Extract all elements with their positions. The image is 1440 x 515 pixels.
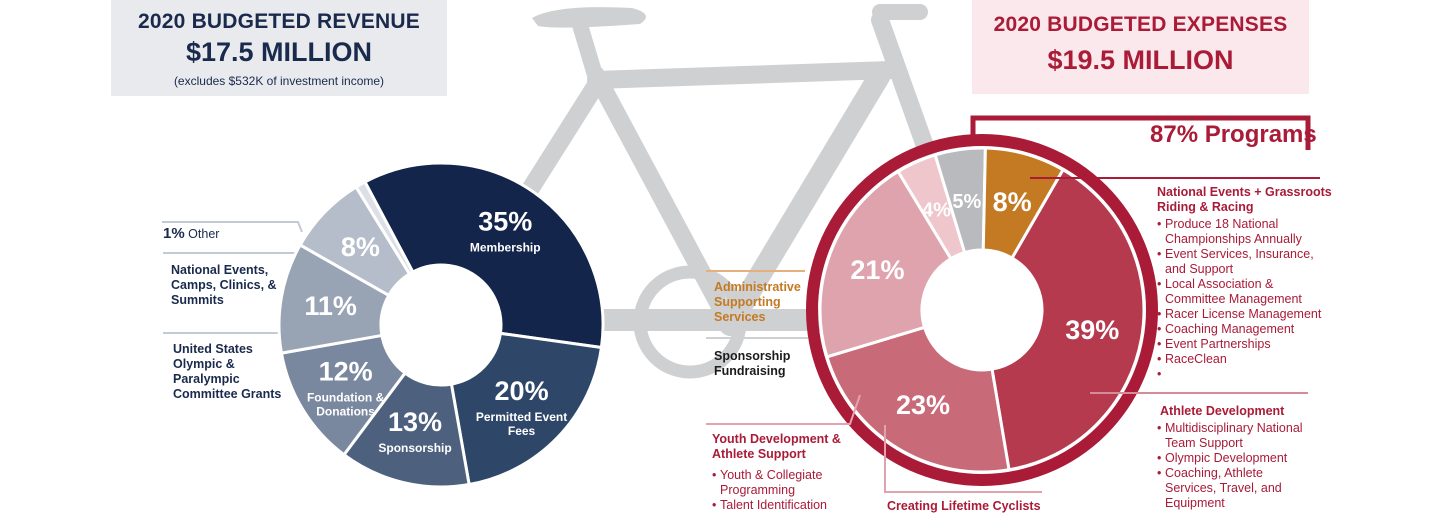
label-usopc-grants: United States Olympic & Paralympic Commi…: [173, 342, 282, 401]
list-item: RaceClean: [1157, 352, 1337, 367]
list-item: Multidisciplinary National Team Support: [1157, 421, 1317, 451]
expenses-slice-pct-3: 4%: [922, 200, 951, 222]
expenses-total: $19.5 MILLION: [1047, 45, 1234, 75]
list-item: Coaching, Athlete Services, Travel, and …: [1157, 466, 1317, 511]
revenue-slice-pct-0: 35%: [478, 206, 532, 236]
bike-fork: [871, 11, 939, 169]
revenue-slice-pct-1: 20%: [495, 376, 549, 406]
list-item: Coaching Management: [1157, 322, 1337, 337]
programs-total: 87% Programs: [1150, 121, 1317, 148]
revenue-slice-label-2: Sponsorship: [378, 441, 451, 455]
expenses-slice-5: [981, 146, 1066, 261]
expenses-slice-pct-2: 21%: [850, 255, 904, 285]
revenue-slice-label-0: Membership: [470, 240, 541, 254]
bike-chainring: [633, 265, 747, 379]
label-sponsorship-fundraising: Sponsorship Fundraising: [714, 349, 791, 378]
programs-bracket: [970, 115, 1311, 150]
bike-saddle: [532, 7, 646, 28]
revenue-slice-label-1: Permitted Event: [476, 410, 567, 424]
expenses-title: 2020 BUDGETED EXPENSES: [993, 13, 1288, 36]
revenue-slice-pct-5: 8%: [341, 232, 380, 262]
expenses-slice-pct-4: 5%: [952, 191, 981, 213]
list-item: Olympic Development: [1157, 451, 1317, 466]
revenue-slice-1: [449, 331, 604, 487]
expenses-connector-lifetime: [884, 425, 1042, 493]
revenue-note: (excludes $532K of investment income): [173, 74, 385, 88]
revenue-slice-label-1: Fees: [508, 424, 536, 438]
revenue-connector-other: [162, 221, 303, 233]
list-item: Local Association & Committee Management: [1157, 277, 1337, 307]
expenses-slice-pct-5: 8%: [993, 187, 1032, 217]
expenses-slice-pct-1: 23%: [896, 390, 950, 420]
list-item: Talent Identification: [712, 498, 852, 513]
list-item: Racer License Management: [1157, 307, 1337, 322]
group-athlete-development-title: Athlete Development: [1160, 404, 1285, 418]
revenue-title: 2020 BUDGETED REVENUE: [138, 10, 420, 33]
expenses-slice-1: [825, 325, 1011, 474]
expenses-header: 2020 BUDGETED EXPENSES $19.5 MILLION: [972, 0, 1309, 94]
label-administrative: Administrative Supporting Services: [714, 280, 801, 324]
revenue-slice-label-3: Foundation &: [307, 391, 385, 405]
revenue-slice-6: [354, 179, 415, 276]
label-other: 1% Other: [163, 225, 219, 242]
expenses-slice-0: [990, 167, 1146, 472]
revenue-slice-0: [362, 161, 605, 350]
group-lifetime-cyclists-title: Creating Lifetime Cyclists: [887, 499, 1041, 513]
group-athlete-development-list: Multidisciplinary National Team Support …: [1157, 421, 1317, 511]
bike-seat-tube: [587, 66, 739, 334]
revenue-slice-pct-3: 12%: [319, 357, 373, 387]
group-national-events-list: Produce 18 National Championships Annual…: [1157, 217, 1337, 382]
revenue-slice-pct-2: 13%: [388, 407, 442, 437]
revenue-slice-label-3: Donations: [316, 405, 375, 419]
group-national-events-title: National Events + Grassroots Riding & Ra…: [1157, 185, 1332, 214]
label-other-text: Other: [188, 227, 220, 241]
bike-down-tube: [719, 64, 891, 336]
revenue-slice-pct-4: 11%: [304, 291, 357, 321]
list-item: Event Services, Insurance, and Support: [1157, 247, 1337, 277]
expenses-slice-pct-0: 39%: [1065, 315, 1119, 345]
expenses-connector-youth: [706, 394, 861, 425]
list-item: Event Partnerships: [1157, 337, 1337, 352]
list-item: Produce 18 National Championships Annual…: [1157, 217, 1337, 247]
revenue-total: $17.5 MILLION: [185, 37, 373, 67]
bike-top-tube: [587, 61, 899, 89]
list-item: Youth & Collegiate Programming: [712, 468, 852, 498]
group-youth-development-title: Youth Development & Athlete Support: [712, 432, 841, 461]
revenue-header: 2020 BUDGETED REVENUE $17.5 MILLION (exc…: [111, 0, 447, 96]
revenue-slice-2: [341, 370, 471, 489]
label-other-pct: 1%: [163, 225, 185, 242]
expenses-outer-ring: [806, 134, 1158, 486]
group-youth-development-list: Youth & Collegiate Programming Talent Id…: [712, 468, 852, 513]
label-national-events: National Events, Camps, Clinics, & Summi…: [171, 263, 277, 307]
expenses-slice-2: [818, 169, 953, 359]
